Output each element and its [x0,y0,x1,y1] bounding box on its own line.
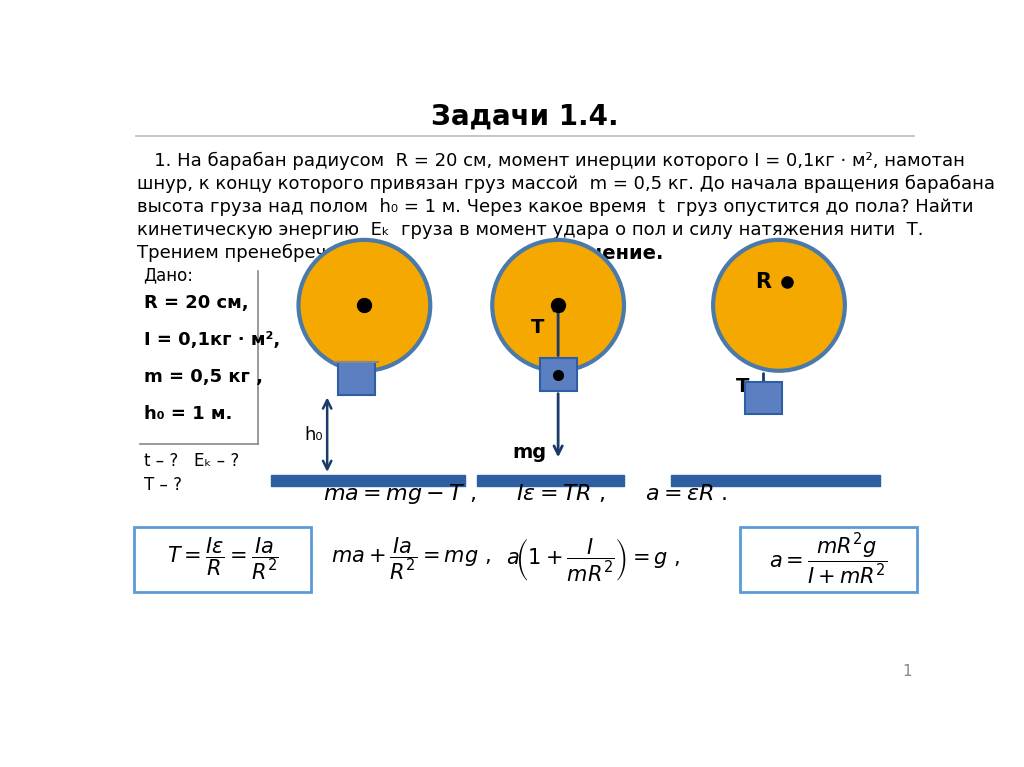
Bar [540,358,577,391]
Text: I = 0,1кг · м²,: I = 0,1кг · м², [143,331,280,349]
Text: Решение.: Решение. [554,244,664,263]
Text: шнур, к концу которого привязан груз массой  m = 0,5 кг. До начала вращения бара: шнур, к концу которого привязан груз мас… [137,174,995,193]
Text: T – ?: T – ? [143,476,181,494]
Bar [271,475,465,486]
Circle shape [299,240,430,370]
Bar [744,381,782,414]
Text: 1. На барабан радиусом  R = 20 см, момент инерции которого I = 0,1кг · м², намот: 1. На барабан радиусом R = 20 см, момент… [137,151,966,170]
Text: R: R [756,272,771,292]
Text: R = 20 см,: R = 20 см, [143,294,248,311]
Text: h₀: h₀ [305,426,324,443]
Text: $a = \dfrac{mR^2 g}{I + mR^2}$: $a = \dfrac{mR^2 g}{I + mR^2}$ [769,532,888,587]
Text: $ma + \dfrac{Ia}{R^2} = mg\ ,$: $ma + \dfrac{Ia}{R^2} = mg\ ,$ [331,536,490,582]
Text: Задачи 1.4.: Задачи 1.4. [431,103,618,130]
Bar [671,475,880,486]
Text: $T = \dfrac{I\varepsilon}{R} = \dfrac{Ia}{R^2}$: $T = \dfrac{I\varepsilon}{R} = \dfrac{Ia… [167,536,279,582]
Text: Дано:: Дано: [143,267,194,285]
Bar [477,475,624,486]
Text: $ma = mg - T\ ,$     $I\varepsilon = TR\ ,$     $a = \varepsilon R\ .$: $ma = mg - T\ ,$ $I\varepsilon = TR\ ,$ … [323,482,727,506]
Bar [134,527,311,592]
Text: T: T [530,318,544,337]
Bar [740,527,916,592]
Text: высота груза над полом  h₀ = 1 м. Через какое время  t  груз опустится до пола? : высота груза над полом h₀ = 1 м. Через к… [137,198,974,216]
Text: mg: mg [512,443,547,462]
Text: Трением пренебречь.: Трением пренебречь. [137,244,343,262]
Text: t – ?   Eₖ – ?: t – ? Eₖ – ? [143,452,239,469]
Text: кинетическую энергию  Eₖ  груза в момент удара о пол и силу натяжения нити  Т.: кинетическую энергию Eₖ груза в момент у… [137,221,924,239]
Text: $a\!\left(1 + \dfrac{I}{mR^2}\right) = g\ ,$: $a\!\left(1 + \dfrac{I}{mR^2}\right) = g… [506,536,680,583]
Text: T: T [736,377,750,396]
Circle shape [493,240,624,370]
Text: 1: 1 [902,663,911,679]
Text: m = 0,5 кг ,: m = 0,5 кг , [143,367,262,386]
Bar [338,362,375,395]
Text: h₀ = 1 м.: h₀ = 1 м. [143,405,231,423]
Circle shape [713,240,845,370]
